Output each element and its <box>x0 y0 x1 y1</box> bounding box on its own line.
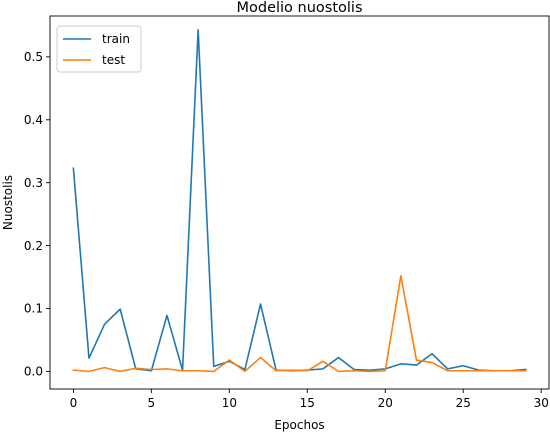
y-axis-title: Nuostolis <box>1 175 15 230</box>
plot-frame <box>49 15 550 390</box>
y-tick-label: 0.4 <box>24 113 43 127</box>
x-axis-title: Epochos <box>274 418 324 432</box>
legend-label-test: test <box>102 53 125 67</box>
x-tick-label: 5 <box>148 396 156 410</box>
y-tick-label: 0.2 <box>24 239 43 253</box>
x-tick-label: 20 <box>378 396 393 410</box>
x-tick-label: 10 <box>222 396 237 410</box>
y-tick-label: 0.3 <box>24 176 43 190</box>
legend-label-train: train <box>102 32 130 46</box>
y-tick-label: 0.5 <box>24 50 43 64</box>
y-tick-label: 0.1 <box>24 302 43 316</box>
legend: train test <box>56 25 142 73</box>
x-tick-label: 0 <box>70 396 78 410</box>
chart-title: Modelio nuostolis <box>236 0 362 16</box>
y-tick-label: 0.0 <box>24 365 43 379</box>
axes-layer: 0 5 10 15 20 25 30 0.0 0.1 0.2 0.3 0.4 0.5 <box>24 15 550 410</box>
series-layer <box>72 29 527 373</box>
x-tick-label: 25 <box>456 396 471 410</box>
x-tick-label: 30 <box>534 396 549 410</box>
series-line-test <box>72 274 527 373</box>
x-tick-label: 15 <box>300 396 315 410</box>
